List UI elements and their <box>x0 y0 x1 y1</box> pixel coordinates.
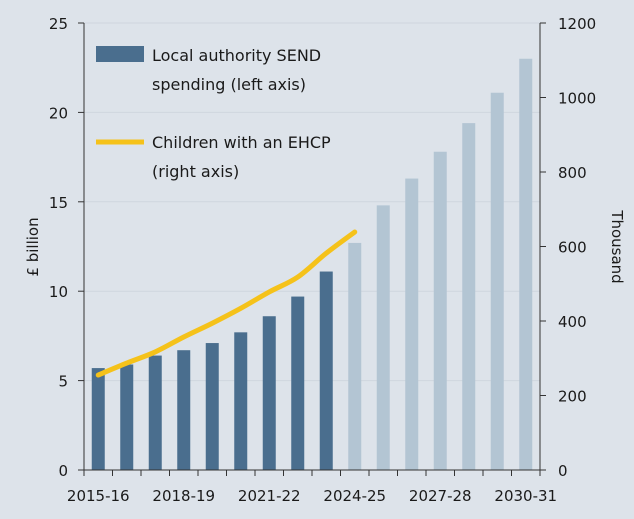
legend-label-spending-2: spending (left axis) <box>152 75 306 94</box>
x-tick-label: 2030-31 <box>494 487 557 505</box>
bar-2018-19 <box>177 350 191 470</box>
bar-2025-26 <box>376 205 390 470</box>
y-tick-label: 10 <box>49 283 68 301</box>
legend-label-ehcp-2: (right axis) <box>152 162 239 181</box>
bars <box>91 58 533 471</box>
legend-label-spending-1: Local authority SEND <box>152 46 321 65</box>
y2-tick-label: 800 <box>558 164 587 182</box>
bar-2016-17 <box>120 364 134 470</box>
bar-2020-21 <box>234 332 248 470</box>
y2-tick-label: 600 <box>558 239 587 257</box>
bar-2027-28 <box>433 151 447 470</box>
bar-2030-31 <box>519 58 533 470</box>
legend-label-ehcp-1: Children with an EHCP <box>152 133 331 152</box>
y-tick-label: 20 <box>49 104 68 122</box>
legend-swatch-bar <box>96 46 144 62</box>
x-tick-label: 2021-22 <box>238 487 301 505</box>
y2-tick-label: 1200 <box>558 15 596 33</box>
bar-2019-20 <box>205 343 219 470</box>
x-tick-label: 2015-16 <box>67 487 130 505</box>
bar-2029-30 <box>490 92 504 471</box>
y2-tick-label: 0 <box>558 462 568 480</box>
y2-axis-label: Thousand <box>608 209 626 283</box>
y-axis-label: £ billion <box>24 217 42 276</box>
y2-tick-label: 1000 <box>558 90 596 108</box>
x-tick-label: 2027-28 <box>409 487 472 505</box>
bar-2024-25 <box>348 242 362 470</box>
bar-2015-16 <box>91 368 105 470</box>
y-tick-label: 25 <box>49 15 68 33</box>
y-tick-label: 0 <box>58 462 68 480</box>
ehcp-line-group <box>95 229 358 378</box>
axes: 0 5 10 15 20 25 0 200 400 600 800 1000 1200 2015-16 20… <box>49 15 596 505</box>
y-tick-label: 5 <box>58 373 68 391</box>
bar-2022-23 <box>291 296 305 470</box>
x-tick-label: 2018-19 <box>152 487 215 505</box>
bar-2028-29 <box>462 123 476 471</box>
y2-tick-label: 400 <box>558 313 587 331</box>
bar-2017-18 <box>148 355 162 470</box>
bar-2026-27 <box>405 178 419 470</box>
y2-tick-label: 200 <box>558 388 587 406</box>
bar-2021-22 <box>262 316 276 470</box>
legend: Local authority SEND spending (left axis… <box>96 46 331 181</box>
ehcp-line <box>95 229 358 378</box>
y-tick-label: 15 <box>49 194 68 212</box>
bar-2023-24 <box>319 271 333 470</box>
x-tick-label: 2024-25 <box>323 487 386 505</box>
